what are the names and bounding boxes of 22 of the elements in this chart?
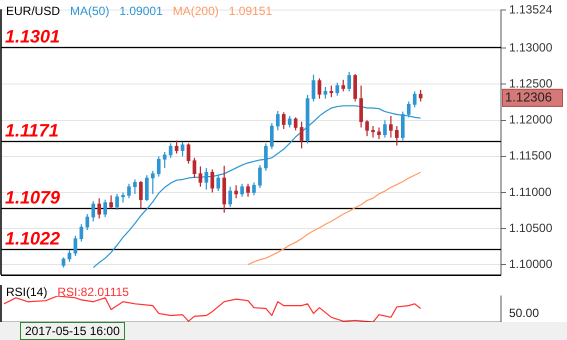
y-tick-label: 1.11500 <box>509 148 552 163</box>
chart-title: RSI(14) <box>6 285 48 299</box>
chart-title: EUR/USD <box>6 4 60 18</box>
y-tick-label: 1.10500 <box>509 220 553 235</box>
ref-line-label: 1.1171 <box>5 120 59 140</box>
annotation: RSI:82.01115 <box>57 285 129 299</box>
y-tick-label: 1.12000 <box>509 112 553 127</box>
y-tick-label: 1.10000 <box>509 257 553 271</box>
ref-line-label: 1.1079 <box>5 188 60 208</box>
text: 50.00 <box>509 306 540 320</box>
y-tick-label: 1.13524 <box>509 2 553 17</box>
y-tick-label: 1.11000 <box>509 184 552 199</box>
text: MA(50) <box>70 4 110 18</box>
ref-line-label: 1.1022 <box>5 228 60 248</box>
annotation: 1.09151 <box>228 4 272 18</box>
ref-line-label: 1.1301 <box>5 26 60 46</box>
y-tick-label: 1.12500 <box>509 76 553 90</box>
y-tick-label: 1.13000 <box>509 40 553 54</box>
text: MA(200) <box>172 4 219 18</box>
annotation: 1.09001 <box>119 4 163 18</box>
text: 2017-05-15 16:00 <box>20 322 125 340</box>
text: 1.12306 <box>505 89 552 104</box>
